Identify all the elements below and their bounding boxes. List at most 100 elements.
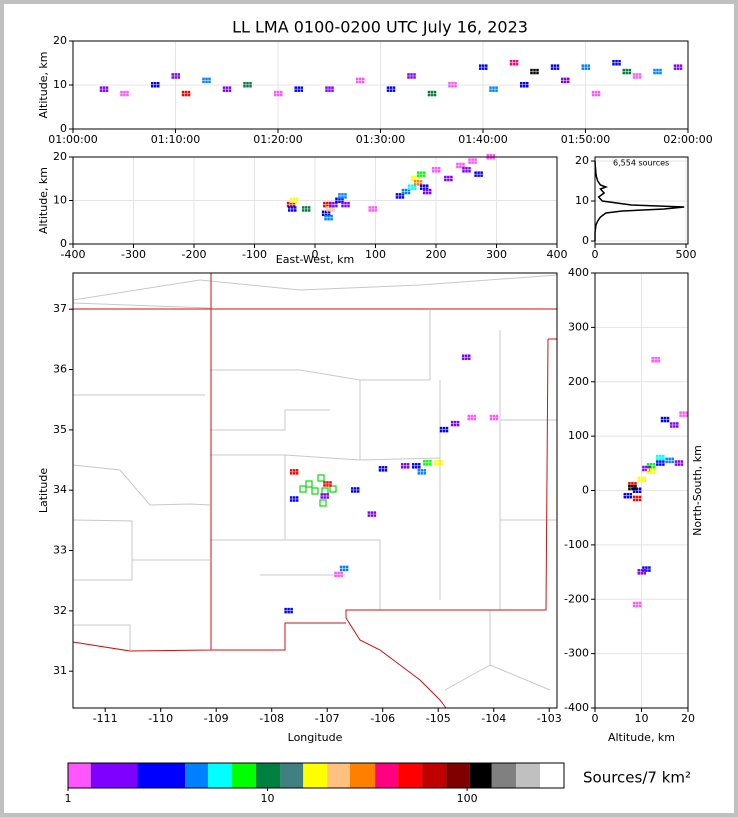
colorbar-segment bbox=[185, 763, 208, 788]
altitude-histogram bbox=[594, 160, 685, 241]
source-point bbox=[334, 574, 337, 578]
source-point bbox=[643, 569, 646, 572]
source-point bbox=[294, 89, 297, 92]
y-tick-label: 200 bbox=[568, 375, 589, 388]
source-point bbox=[456, 162, 459, 166]
source-point bbox=[456, 420, 460, 424]
x-axis-label: East-West, km bbox=[276, 253, 354, 266]
axes-frame bbox=[72, 40, 689, 130]
source-point bbox=[685, 414, 688, 417]
source-point bbox=[323, 481, 326, 484]
source-point bbox=[289, 197, 293, 200]
source-point bbox=[637, 479, 640, 483]
source-point bbox=[652, 468, 656, 471]
source-point bbox=[567, 77, 570, 81]
source-point bbox=[451, 85, 454, 88]
source-point bbox=[290, 610, 293, 614]
source-point bbox=[468, 161, 471, 164]
source-point bbox=[335, 197, 338, 200]
source-point bbox=[442, 429, 446, 433]
chart-title: LL LMA 0100-0200 UTC July 16, 2023 bbox=[232, 18, 528, 37]
source-point bbox=[401, 191, 405, 195]
source-point bbox=[465, 170, 468, 173]
source-point bbox=[637, 572, 640, 575]
source-point bbox=[489, 89, 492, 92]
source-point bbox=[392, 89, 396, 92]
source-point bbox=[447, 178, 450, 182]
source-point bbox=[425, 184, 429, 187]
source-point bbox=[412, 463, 415, 466]
source-point bbox=[662, 457, 665, 461]
source-point bbox=[640, 479, 643, 483]
source-point bbox=[404, 191, 408, 195]
source-point bbox=[370, 514, 374, 517]
source-point bbox=[648, 465, 651, 469]
source-point bbox=[509, 60, 513, 63]
source-point bbox=[330, 214, 333, 218]
source-point bbox=[486, 157, 489, 160]
source-point bbox=[425, 191, 429, 195]
source-point bbox=[120, 93, 123, 97]
source-point bbox=[631, 484, 634, 488]
source-point bbox=[439, 426, 443, 430]
source-point bbox=[151, 85, 154, 88]
source-point bbox=[416, 180, 420, 183]
x-tick-label: -108 bbox=[259, 712, 284, 725]
source-point bbox=[301, 209, 305, 212]
source-point bbox=[454, 82, 457, 85]
source-point bbox=[286, 201, 290, 205]
source-point bbox=[653, 68, 656, 72]
source-point bbox=[643, 572, 646, 575]
source-point bbox=[99, 86, 103, 89]
source-point bbox=[438, 167, 441, 170]
source-point bbox=[323, 493, 326, 496]
source-point bbox=[485, 64, 488, 67]
source-point bbox=[656, 463, 659, 466]
source-point bbox=[416, 171, 420, 174]
source-point bbox=[323, 484, 326, 487]
y-tick-label: 10 bbox=[53, 194, 67, 207]
source-point bbox=[635, 498, 639, 502]
source-point bbox=[341, 193, 344, 196]
source-point bbox=[480, 174, 483, 177]
source-point bbox=[652, 471, 656, 474]
source-point bbox=[205, 80, 208, 84]
source-point bbox=[294, 209, 297, 212]
source-point bbox=[292, 499, 296, 502]
source-point bbox=[326, 201, 329, 205]
source-point bbox=[328, 89, 331, 92]
source-point bbox=[556, 67, 560, 70]
source-point bbox=[584, 64, 587, 67]
source-point bbox=[332, 206, 335, 209]
source-point bbox=[512, 60, 516, 63]
source-point bbox=[395, 193, 399, 196]
source-point bbox=[353, 487, 357, 490]
source-point bbox=[489, 86, 492, 89]
source-point bbox=[629, 492, 633, 496]
source-point bbox=[646, 463, 650, 466]
source-point bbox=[515, 63, 519, 66]
source-point bbox=[177, 73, 180, 76]
x-tick-label: -300 bbox=[121, 248, 146, 261]
source-point bbox=[344, 204, 347, 208]
plot-area bbox=[73, 273, 557, 708]
colorbar-segment bbox=[232, 763, 257, 788]
y-tick-label: 10 bbox=[575, 194, 589, 207]
source-point bbox=[289, 472, 293, 475]
source-point bbox=[341, 200, 344, 203]
x-tick-label: -105 bbox=[426, 712, 451, 725]
source-point bbox=[512, 63, 516, 66]
source-point bbox=[423, 463, 426, 466]
source-point bbox=[584, 67, 587, 70]
source-point bbox=[392, 86, 396, 89]
source-point bbox=[184, 90, 188, 94]
source-point bbox=[356, 77, 359, 81]
x-tick-label: 0 bbox=[592, 712, 599, 725]
source-point bbox=[417, 469, 421, 472]
source-point bbox=[419, 174, 423, 177]
y-axis-label: Latitude bbox=[37, 468, 50, 514]
x-tick-label: -100 bbox=[242, 248, 267, 261]
source-point bbox=[668, 460, 671, 464]
source-point bbox=[417, 472, 421, 475]
source-point bbox=[433, 90, 437, 94]
